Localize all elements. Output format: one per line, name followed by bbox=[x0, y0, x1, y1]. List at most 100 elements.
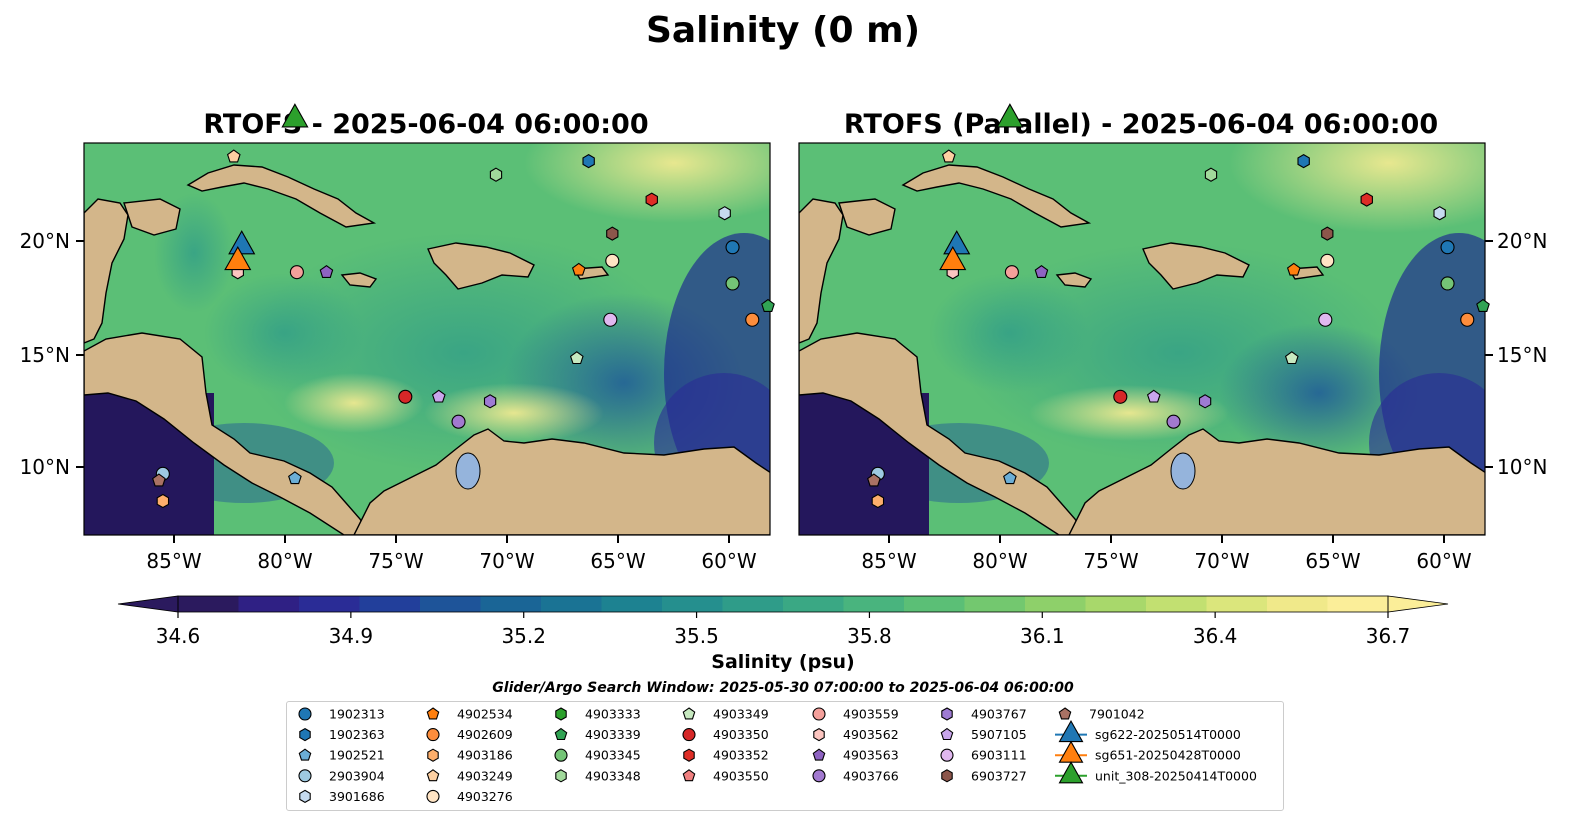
float-marker-4902609 bbox=[1460, 312, 1475, 327]
legend-marker-4902534 bbox=[426, 707, 440, 720]
legend-label: 4903563 bbox=[843, 748, 899, 763]
legend-label: 5907105 bbox=[971, 727, 1027, 742]
x-axis: 85°W 80°W 75°W 70°W 65°W 60°W bbox=[861, 535, 1472, 573]
float-marker-6903111 bbox=[603, 312, 618, 327]
x-tick-label: 85°W bbox=[861, 549, 916, 573]
float-marker-4903276 bbox=[605, 253, 620, 268]
float-marker-3901686 bbox=[718, 206, 731, 221]
legend-marker-4903249 bbox=[426, 769, 440, 782]
colorbar-cell bbox=[299, 596, 361, 612]
float-marker-4903349 bbox=[569, 351, 584, 365]
legend-marker-4903767 bbox=[941, 707, 953, 721]
legend-marker-4903550 bbox=[682, 769, 696, 782]
float-markers bbox=[152, 103, 775, 509]
legend-label: 2903904 bbox=[329, 768, 385, 783]
float-marker-4903276 bbox=[1320, 253, 1335, 268]
legend-marker-4903349 bbox=[682, 707, 696, 720]
legend-marker-unit_308-20250414T0000 bbox=[1058, 761, 1084, 784]
legend-label: 4903349 bbox=[713, 707, 769, 722]
float-marker-5907105 bbox=[1146, 389, 1161, 403]
salinity-field bbox=[799, 143, 1485, 535]
float-marker-4903766 bbox=[451, 414, 466, 429]
legend-marker-4903339 bbox=[554, 727, 568, 741]
legend-marker-4903559 bbox=[812, 707, 826, 721]
x-tick-label: 70°W bbox=[479, 549, 534, 573]
legend-label: 7901042 bbox=[1089, 707, 1145, 722]
map-panel-left: RTOFS - 2025-06-04 06:00:00 8 bbox=[20, 103, 775, 573]
float-marker-1902521 bbox=[1003, 471, 1017, 485]
colorbar-cell bbox=[541, 596, 603, 612]
float-marker-1902363 bbox=[1297, 153, 1310, 169]
colorbar: 34.6 34.9 35.2 35.5 35.8 36.1 36.4 36.7 Salinit… bbox=[117, 595, 1449, 673]
legend-marker-3901686 bbox=[299, 789, 311, 804]
colorbar-cell bbox=[1146, 596, 1208, 612]
legend-label: 1902521 bbox=[329, 748, 385, 763]
float-marker-1902313 bbox=[725, 240, 740, 255]
legend-label: sg622-20250514T0000 bbox=[1095, 727, 1241, 742]
float-marker-4902534 bbox=[571, 262, 586, 276]
float-marker-4903767 bbox=[1198, 394, 1212, 409]
float-marker-1902313 bbox=[1440, 240, 1455, 255]
legend-marker-sg622-20250514T0000 bbox=[1058, 719, 1084, 743]
salinity-field bbox=[84, 143, 770, 535]
legend-marker-4903186 bbox=[427, 748, 439, 762]
x-tick-label: 65°W bbox=[1305, 549, 1360, 573]
legend-label: 3901686 bbox=[329, 789, 385, 804]
legend: 1902313 1902363 1902521 2903904 3901686 49025… bbox=[286, 701, 1284, 811]
colorbar-tick-label: 36.1 bbox=[1020, 624, 1065, 648]
y-axis: 10°N 15°N 20°N bbox=[1485, 229, 1547, 479]
legend-label: 4903559 bbox=[843, 707, 899, 722]
legend-label: 4903276 bbox=[457, 789, 513, 804]
legend-label: 4903562 bbox=[843, 727, 899, 742]
y-axis: 10°N 15°N 20°N bbox=[20, 229, 84, 479]
colorbar-cell bbox=[662, 596, 724, 612]
legend-label: 4902609 bbox=[457, 727, 513, 742]
legend-marker-4903563 bbox=[812, 748, 826, 761]
legend-marker-7901042 bbox=[1058, 707, 1072, 720]
x-tick-label: 60°W bbox=[701, 549, 756, 573]
y-tick-label: 10°N bbox=[20, 455, 70, 479]
x-tick-label: 70°W bbox=[1194, 549, 1249, 573]
legend-label: 4903348 bbox=[585, 768, 641, 783]
legend-label: 4903350 bbox=[713, 727, 769, 742]
colorbar-cell bbox=[722, 596, 784, 612]
colorbar-extend-low bbox=[117, 595, 179, 613]
legend-label: 6903111 bbox=[971, 748, 1027, 763]
float-marker-6903727 bbox=[1321, 226, 1334, 241]
legend-marker-2903904 bbox=[298, 769, 312, 783]
legend-label: 4903339 bbox=[585, 727, 641, 742]
float-marker-4902534 bbox=[1286, 262, 1301, 276]
float-marker-4903352 bbox=[1360, 192, 1373, 207]
legend-marker-4903766 bbox=[812, 769, 826, 783]
glider-marker-unit_308-20250414T0000 bbox=[996, 103, 1024, 128]
y-tick-label: 20°N bbox=[1497, 229, 1547, 253]
float-marker-4903766 bbox=[1166, 414, 1181, 429]
x-tick-label: 85°W bbox=[146, 549, 201, 573]
legend-marker-1902363 bbox=[299, 727, 311, 742]
legend-marker-1902521 bbox=[298, 748, 312, 761]
float-marker-4903350 bbox=[1113, 389, 1128, 404]
legend-label: 4903345 bbox=[585, 748, 641, 763]
float-marker-4903249 bbox=[226, 149, 241, 163]
x-tick-label: 75°W bbox=[368, 549, 423, 573]
float-marker-4903186 bbox=[871, 493, 885, 509]
colorbar-cell bbox=[1085, 596, 1147, 612]
x-tick-label: 80°W bbox=[972, 549, 1027, 573]
float-marker-4903186 bbox=[156, 493, 170, 509]
colorbar-tick-label: 36.7 bbox=[1366, 624, 1411, 648]
colorbar-extend-high bbox=[1387, 595, 1449, 613]
figure-title: Salinity (0 m) bbox=[646, 10, 920, 51]
colorbar-cell bbox=[783, 596, 845, 612]
float-marker-4903350 bbox=[398, 389, 413, 404]
legend-label: 4903352 bbox=[713, 748, 769, 763]
x-tick-label: 75°W bbox=[1083, 549, 1138, 573]
float-marker-4903348 bbox=[489, 167, 503, 182]
colorbar-cell bbox=[480, 596, 542, 612]
search-window-caption: Glider/Argo Search Window: 2025-05-30 07… bbox=[492, 680, 1074, 696]
legend-label: 4903249 bbox=[457, 768, 513, 783]
colorbar-tick-label: 34.6 bbox=[156, 624, 201, 648]
float-marker-7901042 bbox=[867, 473, 881, 487]
legend-label: 4903333 bbox=[585, 707, 641, 722]
float-marker-4903339 bbox=[761, 298, 775, 312]
float-marker-6903727 bbox=[606, 226, 619, 241]
